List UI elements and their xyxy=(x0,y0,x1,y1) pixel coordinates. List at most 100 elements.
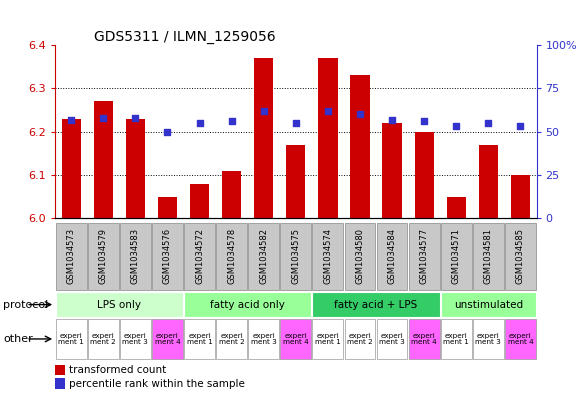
Text: experi
ment 3: experi ment 3 xyxy=(122,333,148,345)
Bar xyxy=(55,378,64,389)
Bar xyxy=(505,223,536,290)
Text: GSM1034573: GSM1034573 xyxy=(67,228,75,285)
Text: GSM1034571: GSM1034571 xyxy=(452,228,461,285)
Bar xyxy=(184,223,215,290)
Text: GSM1034585: GSM1034585 xyxy=(516,228,525,285)
Point xyxy=(195,120,204,126)
Point xyxy=(323,108,332,114)
Bar xyxy=(505,319,536,359)
Bar xyxy=(152,223,183,290)
Bar xyxy=(376,223,408,290)
Point xyxy=(516,123,525,130)
Bar xyxy=(376,319,408,359)
Text: GSM1034576: GSM1034576 xyxy=(163,228,172,285)
Bar xyxy=(248,319,279,359)
Bar xyxy=(441,319,472,359)
Bar xyxy=(55,365,64,375)
Text: GSM1034582: GSM1034582 xyxy=(259,228,268,285)
Text: other: other xyxy=(3,334,32,344)
Bar xyxy=(190,184,209,218)
Bar xyxy=(120,223,151,290)
Bar xyxy=(447,196,466,218)
Bar xyxy=(409,223,440,290)
Text: percentile rank within the sample: percentile rank within the sample xyxy=(69,379,245,389)
Text: experi
ment 2: experi ment 2 xyxy=(90,333,116,345)
Point xyxy=(484,120,493,126)
Bar xyxy=(313,223,343,290)
Point xyxy=(259,108,269,114)
Bar xyxy=(152,319,183,359)
Text: GSM1034579: GSM1034579 xyxy=(99,228,108,285)
Point xyxy=(227,118,236,125)
Bar xyxy=(56,223,86,290)
Bar xyxy=(88,319,119,359)
Point xyxy=(452,123,461,130)
Text: experi
ment 4: experi ment 4 xyxy=(411,333,437,345)
Point xyxy=(291,120,300,126)
Bar xyxy=(313,292,440,317)
Text: experi
ment 2: experi ment 2 xyxy=(219,333,245,345)
Text: unstimulated: unstimulated xyxy=(454,299,523,310)
Text: GSM1034574: GSM1034574 xyxy=(324,228,332,285)
Bar xyxy=(216,319,247,359)
Text: experi
ment 3: experi ment 3 xyxy=(379,333,405,345)
Bar xyxy=(184,319,215,359)
Bar xyxy=(415,132,434,218)
Bar xyxy=(286,145,306,218)
Point xyxy=(130,115,140,121)
Text: experi
ment 3: experi ment 3 xyxy=(476,333,501,345)
Text: experi
ment 1: experi ment 1 xyxy=(187,333,212,345)
Bar xyxy=(345,223,375,290)
Text: GSM1034572: GSM1034572 xyxy=(195,228,204,285)
Bar xyxy=(478,145,498,218)
Point xyxy=(356,111,365,118)
Bar xyxy=(350,75,369,218)
Bar xyxy=(184,292,311,317)
Text: experi
ment 1: experi ment 1 xyxy=(315,333,341,345)
Bar xyxy=(120,319,151,359)
Bar xyxy=(93,101,113,218)
Bar xyxy=(318,58,338,218)
Point xyxy=(163,129,172,135)
Text: GSM1034583: GSM1034583 xyxy=(131,228,140,285)
Bar xyxy=(280,319,311,359)
Text: GSM1034584: GSM1034584 xyxy=(387,228,397,285)
Bar xyxy=(382,123,402,218)
Bar xyxy=(216,223,247,290)
Text: experi
ment 3: experi ment 3 xyxy=(251,333,277,345)
Bar xyxy=(248,223,279,290)
Bar xyxy=(409,319,440,359)
Text: experi
ment 4: experi ment 4 xyxy=(283,333,309,345)
Point xyxy=(419,118,429,125)
Text: fatty acid only: fatty acid only xyxy=(210,299,285,310)
Bar xyxy=(222,171,241,218)
Bar xyxy=(473,319,504,359)
Point xyxy=(387,116,397,123)
Text: protocol: protocol xyxy=(3,299,48,310)
Text: experi
ment 1: experi ment 1 xyxy=(58,333,84,345)
Point xyxy=(67,116,76,123)
Text: GDS5311 / ILMN_1259056: GDS5311 / ILMN_1259056 xyxy=(93,30,276,44)
Text: GSM1034581: GSM1034581 xyxy=(484,228,493,285)
Bar xyxy=(441,292,536,317)
Text: experi
ment 1: experi ment 1 xyxy=(443,333,469,345)
Text: experi
ment 4: experi ment 4 xyxy=(508,333,534,345)
Text: fatty acid + LPS: fatty acid + LPS xyxy=(335,299,418,310)
Text: transformed count: transformed count xyxy=(69,365,166,375)
Text: experi
ment 2: experi ment 2 xyxy=(347,333,373,345)
Bar xyxy=(511,175,530,218)
Bar xyxy=(313,319,343,359)
Bar xyxy=(88,223,119,290)
Text: LPS only: LPS only xyxy=(97,299,142,310)
Bar xyxy=(280,223,311,290)
Bar xyxy=(61,119,81,218)
Text: GSM1034580: GSM1034580 xyxy=(356,228,364,285)
Bar xyxy=(56,319,86,359)
Bar xyxy=(473,223,504,290)
Bar xyxy=(345,319,375,359)
Bar xyxy=(254,58,273,218)
Text: GSM1034578: GSM1034578 xyxy=(227,228,236,285)
Text: GSM1034575: GSM1034575 xyxy=(291,228,300,285)
Bar xyxy=(158,196,177,218)
Point xyxy=(99,115,108,121)
